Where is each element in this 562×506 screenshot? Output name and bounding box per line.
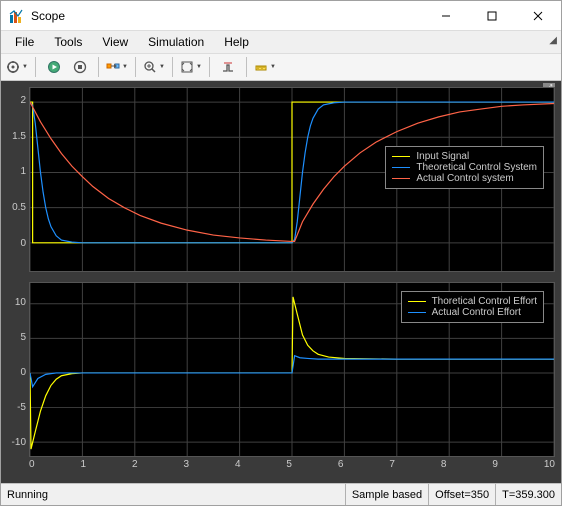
separator [135, 57, 136, 77]
xtick-label: 7 [389, 459, 395, 470]
app-icon [9, 8, 25, 24]
legend-item: Input Signal [392, 151, 537, 162]
separator [209, 57, 210, 77]
xtick-label: 6 [338, 459, 344, 470]
legend-item: Thoretical Control Effort [408, 296, 537, 307]
zoom-button[interactable]: ▼ [142, 55, 166, 79]
menu-tools[interactable]: Tools [44, 33, 92, 51]
chart2[interactable]: Thoretical Control Effort Actual Control… [29, 282, 555, 457]
step-button[interactable]: ▼ [105, 55, 129, 79]
xtick-label: 4 [235, 459, 241, 470]
legend-label: Actual Control system [416, 173, 513, 184]
maximize-button[interactable] [469, 1, 515, 31]
statusbar: Running Sample based Offset=350 T=359.30… [1, 483, 561, 505]
triggers-button[interactable] [216, 55, 240, 79]
plot-area: ⤢ 00.511.52 Input Signal Theoretical Con… [1, 81, 561, 483]
chart1-yaxis: 00.511.52 [7, 87, 29, 272]
menu-simulation[interactable]: Simulation [138, 33, 214, 51]
stop-button[interactable] [68, 55, 92, 79]
legend-label: Theoretical Control System [416, 162, 537, 173]
chart2-legend[interactable]: Thoretical Control Effort Actual Control… [401, 291, 544, 323]
status-time: T=359.300 [495, 484, 561, 505]
measurements-button[interactable]: ▼ [253, 55, 277, 79]
status-offset: Offset=350 [428, 484, 495, 505]
titlebar: Scope [1, 1, 561, 31]
legend-label: Thoretical Control Effort [432, 296, 537, 307]
legend-item: Theoretical Control System [392, 162, 537, 173]
menu-help[interactable]: Help [214, 33, 259, 51]
chart1-legend[interactable]: Input Signal Theoretical Control System … [385, 146, 544, 189]
close-button[interactable] [515, 1, 561, 31]
config-button[interactable]: ▼ [5, 55, 29, 79]
status-sample: Sample based [345, 484, 428, 505]
run-button[interactable] [42, 55, 66, 79]
chart1-container: 00.511.52 Input Signal Theoretical Contr… [7, 87, 555, 272]
separator [35, 57, 36, 77]
status-text: Running [1, 489, 345, 501]
separator [172, 57, 173, 77]
chart2-container: -10-50510 Thoretical Control Effort Actu… [7, 282, 555, 470]
legend-item: Actual Control Effort [408, 307, 537, 318]
separator [98, 57, 99, 77]
chart1[interactable]: Input Signal Theoretical Control System … [29, 87, 555, 272]
xtick-label: 3 [183, 459, 189, 470]
separator [246, 57, 247, 77]
legend-item: Actual Control system [392, 173, 537, 184]
shared-xaxis: 0 1 2 3 4 5 6 7 8 9 10 [29, 457, 555, 470]
window-title: Scope [31, 9, 423, 23]
xtick-label: 0 [29, 459, 35, 470]
menu-view[interactable]: View [92, 33, 138, 51]
legend-label: Input Signal [416, 151, 469, 162]
xtick-label: 5 [286, 459, 292, 470]
menu-file[interactable]: File [5, 33, 44, 51]
xtick-label: 2 [132, 459, 138, 470]
dock-corner-icon[interactable]: ◢ [549, 35, 557, 46]
xtick-label: 1 [80, 459, 86, 470]
legend-label: Actual Control Effort [432, 307, 521, 318]
toolbar: ▼ ▼ ▼ ▼ ▼ [1, 53, 561, 81]
autoscale-button[interactable]: ▼ [179, 55, 203, 79]
xtick-label: 9 [492, 459, 498, 470]
xtick-label: 8 [441, 459, 447, 470]
xtick-label: 10 [544, 459, 555, 470]
scope-window: Scope File Tools View Simulation Help ◢ … [0, 0, 562, 506]
menubar: File Tools View Simulation Help ◢ [1, 31, 561, 53]
minimize-button[interactable] [423, 1, 469, 31]
chart2-yaxis: -10-50510 [7, 282, 29, 457]
